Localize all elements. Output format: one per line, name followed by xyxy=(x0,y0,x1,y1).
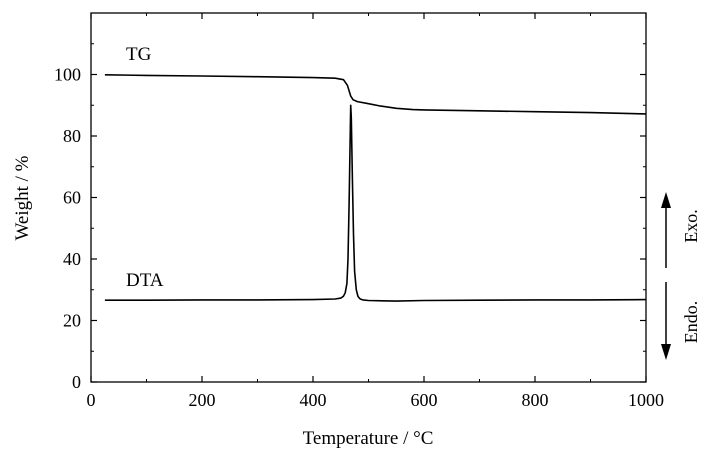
y-axis-label: Weight / % xyxy=(12,155,33,240)
y-tick-label: 80 xyxy=(63,126,81,146)
tg-curve-label: TG xyxy=(126,44,152,65)
y-tick-label: 0 xyxy=(72,372,81,392)
y-tick-label: 60 xyxy=(63,188,81,208)
x-tick-label: 800 xyxy=(522,390,549,410)
x-tick-label: 1000 xyxy=(628,390,664,410)
series-layer xyxy=(104,74,647,302)
y-axis-ticks: 0 20 40 60 80 100 xyxy=(54,43,646,392)
x-tick-label: 600 xyxy=(411,390,438,410)
series-line-dta xyxy=(104,104,647,302)
x-tick-label: 200 xyxy=(189,390,216,410)
exo-label: Exo. xyxy=(681,209,701,243)
plot-frame xyxy=(90,12,647,383)
y-tick-label: 40 xyxy=(63,249,81,269)
exo-arrow xyxy=(661,192,671,268)
y-tick-label: 100 xyxy=(54,65,81,85)
endo-arrow xyxy=(661,282,671,360)
x-tick-label: 0 xyxy=(87,390,96,410)
y-tick-label: 20 xyxy=(63,311,81,331)
x-axis-label: Temperature / °C xyxy=(303,428,434,449)
x-tick-label: 400 xyxy=(300,390,327,410)
dta-curve-label: DTA xyxy=(126,270,164,291)
series-line-tg xyxy=(104,74,647,115)
endo-label: Endo. xyxy=(681,301,701,344)
x-axis-ticks: 0 200 400 600 800 1000 xyxy=(87,13,664,410)
